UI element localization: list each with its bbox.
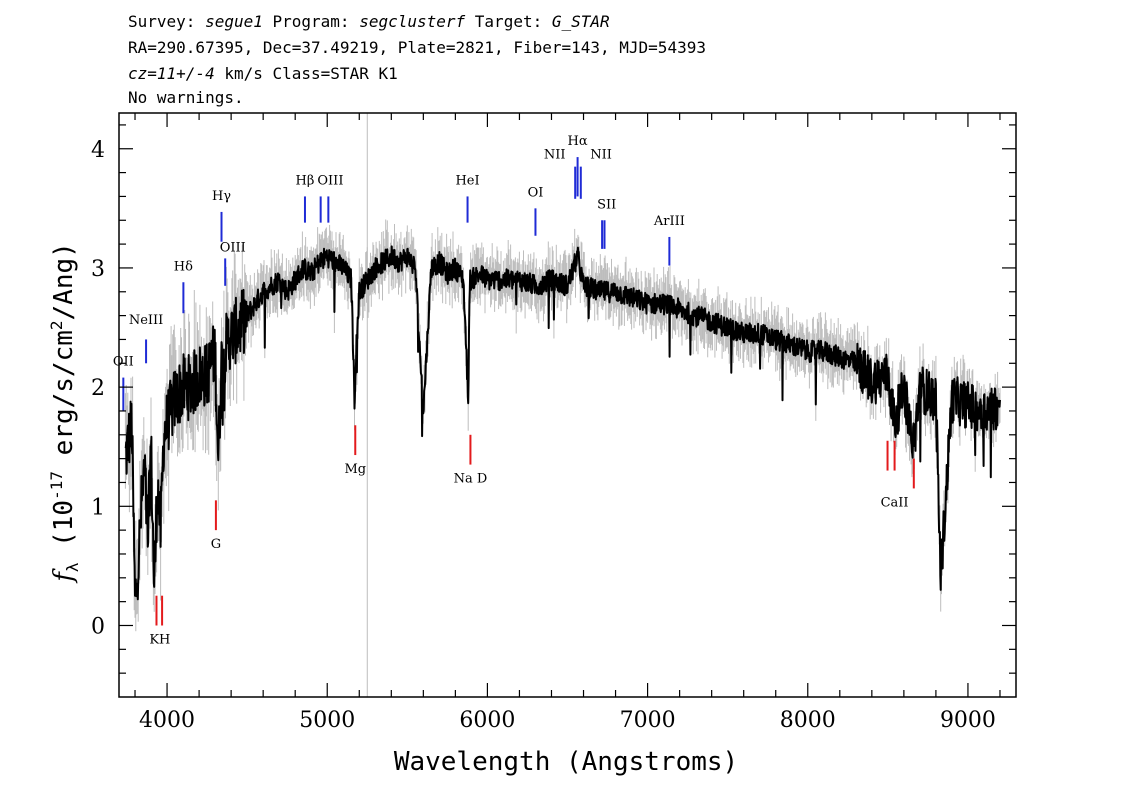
spectral-line-label: SII [597,197,616,212]
spectral-line-label: HeI [455,174,479,189]
spectral-line-label: NII [544,147,566,162]
spectral-line-label: Hδ [174,259,193,274]
y-axis-label-group: fλ (10-17 erg/s/cm2/Ang) [47,242,82,584]
spectrum-header-line3: cz=11+/-4 km/s Class=STAR K1 [128,64,398,84]
spectral-line-label: OII [113,355,134,370]
redshift-value: cz=11+/-4 [128,64,215,83]
y-tick-label: 3 [91,257,105,282]
y-tick-label: 0 [91,614,105,639]
class-info: km/s Class=STAR K1 [214,64,398,83]
spectrum-header-line1: Survey: segue1 Program: segclusterf Targ… [128,12,610,32]
spectral-line-label: NeIII [129,313,163,328]
spectral-line-label: Hγ [212,189,231,204]
target-label: Target: [465,12,552,31]
x-tick-label: 8000 [780,708,836,733]
y-axis-label-part: /Ang) [49,242,79,320]
spectral-line-label: Na D [454,471,488,486]
flux-series-line [124,245,1001,601]
spectral-line-label: OIII [220,240,246,255]
survey-label: Survey: [128,12,206,31]
spectral-line-label: CaII [881,495,909,510]
spectral-line-label: ArIII [653,214,685,229]
spectral-line-label: OI [528,185,544,200]
flux-layer [124,245,1001,601]
program-value: segclusterf [359,12,466,31]
x-axis-label: Wavelength (Angstroms) [394,747,738,777]
y-axis-label-part: -17 [47,471,66,500]
spectral-line-label: Hβ [296,174,315,189]
target-value: G_STAR [551,12,610,31]
x-tick-label: 6000 [459,708,515,733]
survey-value: segue1 [205,12,263,31]
y-tick-label: 2 [91,376,105,401]
y-axis-label-part: λ [63,562,82,572]
spectrum-header-line4: No warnings. [128,88,244,107]
y-axis-label: fλ (10-17 erg/s/cm2/Ang) [47,242,82,584]
x-tick-label: 5000 [299,708,355,733]
y-axis-label-part: erg/s/cm [49,330,79,471]
program-label: Program: [262,12,360,31]
axes-layer: 4000 5000 6000 7000 8000 9000 0 1 2 3 4 [91,112,1017,733]
x-tick-label: 4000 [139,708,195,733]
spectral-line-label: Hα [568,134,588,149]
spectral-line-label: NII [590,147,612,162]
x-tick-label: 9000 [940,708,996,733]
y-axis-label-part: (10 [49,500,79,563]
spectral-line-label: KH [149,632,170,647]
spectral-line-label: OIII [317,174,343,189]
y-tick-label: 4 [91,138,105,163]
spectral-line-label: Mg [344,462,366,477]
spectral-line-label: G [211,537,221,552]
y-axis-label-part: 2 [47,320,66,330]
y-tick-label: 1 [91,495,105,520]
plot-frame [118,112,1017,698]
x-tick-label: 7000 [620,708,676,733]
spectrum-header-line2: RA=290.67395, Dec=37.49219, Plate=2821, … [128,38,706,57]
